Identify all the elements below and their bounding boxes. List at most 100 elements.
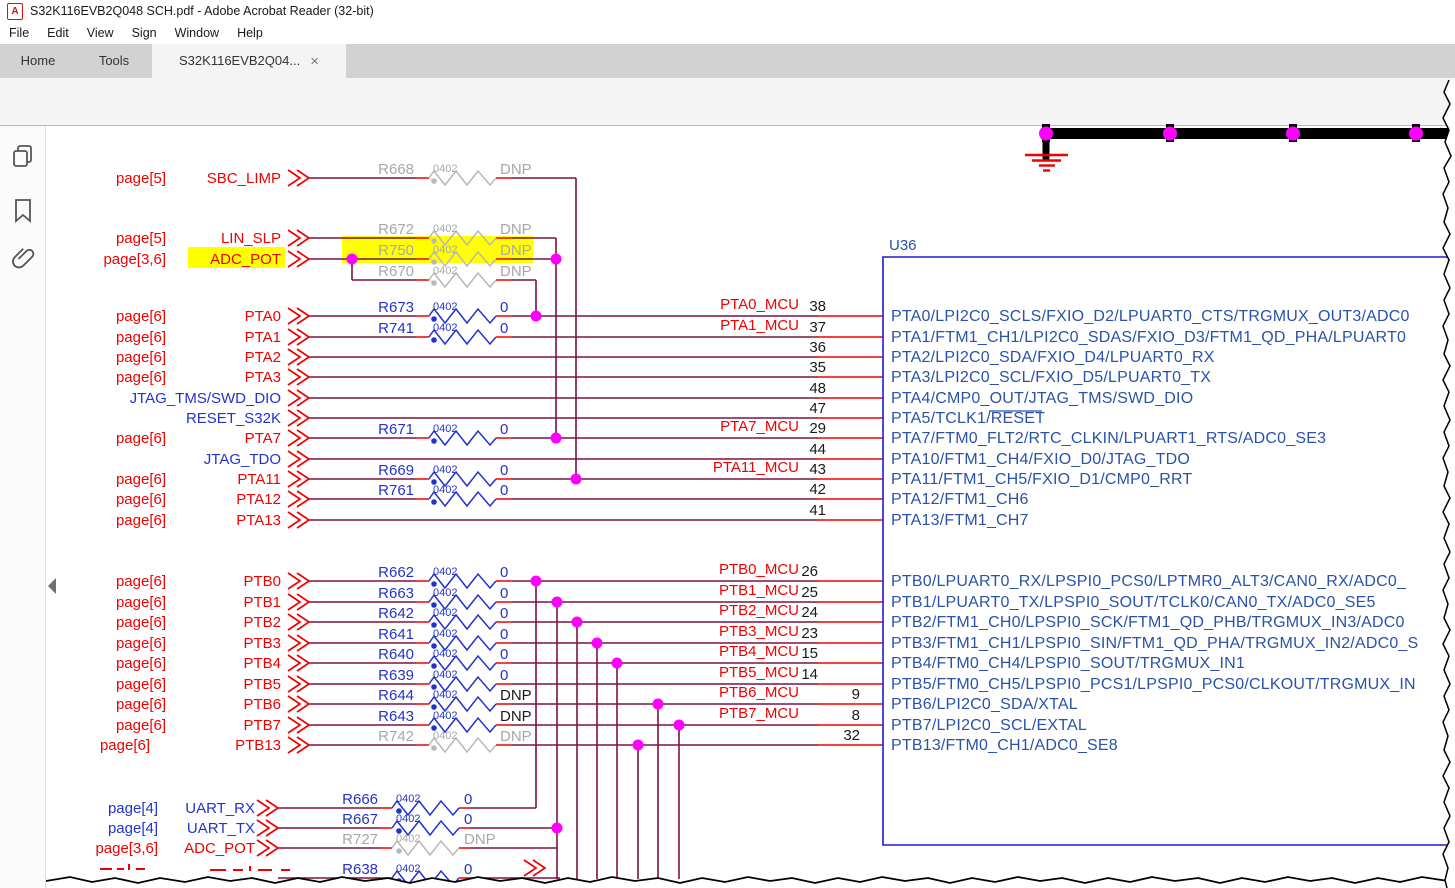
menu-view[interactable]: View bbox=[86, 26, 114, 40]
mcu-net: PTA11_MCU bbox=[713, 459, 799, 476]
refdes: R668 bbox=[378, 161, 414, 178]
page-tag: page[6] bbox=[116, 676, 166, 693]
attachments-icon[interactable] bbox=[12, 244, 36, 270]
net-name: PTB7 bbox=[243, 717, 281, 734]
pin-number: 32 bbox=[843, 727, 860, 744]
refdes: R644 bbox=[378, 687, 414, 704]
refdes: R643 bbox=[378, 708, 414, 725]
pin-number: 37 bbox=[809, 319, 826, 336]
tab-document[interactable]: S32K116EVB2Q04... × bbox=[152, 44, 346, 78]
value: 0 bbox=[500, 421, 508, 438]
page-tag: page[5] bbox=[116, 170, 166, 187]
page-tag: page[5] bbox=[116, 230, 166, 247]
page-tag: page[6] bbox=[116, 573, 166, 590]
mcu-net: PTB5_MCU bbox=[719, 664, 799, 681]
pin-function: PTB5/FTM0_CH5/LPSPI0_PCS1/LPSPI0_PCS0/CL… bbox=[891, 676, 1416, 693]
footprint: 0402 bbox=[433, 265, 457, 277]
value: 0 bbox=[500, 462, 508, 479]
resistor-labels: R668 0402 DNP R672 0402 DNP R750 0402 DNP R670… bbox=[342, 161, 532, 878]
pdf-page-canvas[interactable]: U36 page[5] SBC_LIMP page[5] LIN_SLP page[… bbox=[46, 78, 1455, 888]
value: DNP bbox=[500, 728, 532, 745]
refdes: R641 bbox=[378, 626, 414, 643]
value: DNP bbox=[500, 242, 532, 259]
component-refdes: U36 bbox=[889, 237, 917, 254]
bookmarks-icon[interactable] bbox=[12, 198, 34, 224]
pin-number: 25 bbox=[801, 584, 818, 601]
page-tag: page[3,6] bbox=[95, 840, 158, 857]
page-tag: page[6] bbox=[116, 471, 166, 488]
pin-function: PTA13/FTM1_CH7 bbox=[891, 512, 1029, 529]
torn-edge-bottom bbox=[46, 876, 1455, 888]
pin-number: 23 bbox=[801, 625, 818, 642]
page-tag: page[6] bbox=[116, 349, 166, 366]
pin-number: 41 bbox=[809, 502, 826, 519]
tab-tools[interactable]: Tools bbox=[98, 53, 130, 68]
tab-bar: Home Tools S32K116EVB2Q04... × bbox=[0, 44, 1455, 78]
mcu-net: PTA1_MCU bbox=[720, 317, 799, 334]
net-name: LIN_SLP bbox=[221, 230, 281, 247]
refdes: R673 bbox=[378, 299, 414, 316]
refdes: R761 bbox=[378, 482, 414, 499]
net-name: UART_RX bbox=[185, 800, 255, 817]
net-name: PTA1 bbox=[245, 329, 281, 346]
refdes: R662 bbox=[378, 564, 414, 581]
menu-window[interactable]: Window bbox=[174, 26, 220, 40]
torn-edge-right bbox=[1442, 79, 1455, 888]
pin-number: 47 bbox=[809, 400, 826, 417]
clipped-text-fragments bbox=[100, 864, 290, 871]
page-tag: page[6] bbox=[116, 512, 166, 529]
pin-function: PTA1/FTM1_CH1/LPI2C0_SDAS/FXIO_D3/FTM1_Q… bbox=[891, 329, 1406, 346]
refdes: R666 bbox=[342, 791, 378, 808]
pin-function: PTB4/FTM0_CH4/LPSPI0_SOUT/TRGMUX_IN1 bbox=[891, 655, 1245, 672]
menu-edit[interactable]: Edit bbox=[47, 26, 69, 40]
page-tag: page[6] bbox=[116, 594, 166, 611]
net-name: ADC_POT bbox=[210, 251, 281, 268]
value: 0 bbox=[464, 811, 472, 828]
value: DNP bbox=[500, 161, 532, 178]
net-name: PTB2 bbox=[243, 614, 281, 631]
value: 0 bbox=[500, 482, 508, 499]
footprint: 0402 bbox=[396, 863, 420, 875]
component-outline-u36 bbox=[882, 256, 1452, 846]
refdes: R742 bbox=[378, 728, 414, 745]
page-tag: page[6] bbox=[116, 717, 166, 734]
net-labels: page[5] SBC_LIMP page[5] LIN_SLP page[3,6]… bbox=[95, 170, 281, 857]
pin-function: PTB3/FTM1_CH1/LPSPI0_SIN/FTM1_QD_PHA/TRG… bbox=[891, 635, 1418, 652]
pin-function: PTB1/LPUART0_TX/LPSPI0_SOUT/TCLK0/CAN0_T… bbox=[891, 594, 1376, 611]
ground-bus bbox=[1025, 124, 1455, 172]
pin-number: 43 bbox=[809, 461, 826, 478]
pin-function: PTA0/LPI2C0_SCLS/FXIO_D2/LPUART0_CTS/TRG… bbox=[891, 308, 1410, 325]
net-name: PTA0 bbox=[245, 308, 281, 325]
net-name: PTB1 bbox=[243, 594, 281, 611]
mcu-net: PTB3_MCU bbox=[719, 623, 799, 640]
pin-number: 42 bbox=[809, 481, 826, 498]
menu-sign[interactable]: Sign bbox=[131, 26, 157, 40]
tab-close-icon[interactable]: × bbox=[310, 52, 319, 70]
pin-function: PTB2/FTM1_CH0/LPSPI0_SCK/FTM1_QD_PHB/TRG… bbox=[891, 614, 1405, 631]
footprint: 0402 bbox=[396, 813, 420, 825]
footprint: 0402 bbox=[433, 648, 457, 660]
value: 0 bbox=[500, 320, 508, 337]
value: DNP bbox=[500, 263, 532, 280]
menu-file[interactable]: File bbox=[9, 26, 30, 40]
pin-numbers: 38 37 36 35 48 47 29 44 43 42 41 26 25 2… bbox=[801, 298, 860, 744]
value: DNP bbox=[500, 708, 532, 725]
pin-function: PTA11/FTM1_CH5/FXIO_D1/CMP0_RRT bbox=[891, 471, 1192, 488]
chip-pin-labels: PTA0/LPI2C0_SCLS/FXIO_D2/LPUART0_CTS/TRG… bbox=[891, 308, 1418, 754]
page-thumbnails-icon[interactable] bbox=[12, 144, 34, 168]
pin-number: 24 bbox=[801, 604, 818, 621]
pin-number: 35 bbox=[809, 359, 826, 376]
tab-document-label: S32K116EVB2Q04... bbox=[179, 53, 301, 68]
pin-number: 36 bbox=[809, 339, 826, 356]
menu-bar: File Edit View Sign Window Help bbox=[0, 22, 1455, 44]
tab-home[interactable]: Home bbox=[20, 53, 56, 68]
refdes: R671 bbox=[378, 421, 414, 438]
refdes: R669 bbox=[378, 462, 414, 479]
refdes: R642 bbox=[378, 605, 414, 622]
pin-number: 9 bbox=[852, 686, 860, 703]
mcu-net: PTA0_MCU bbox=[720, 296, 799, 313]
net-name: ADC_POT bbox=[184, 840, 255, 857]
pane-collapse-icon[interactable] bbox=[48, 578, 56, 594]
menu-help[interactable]: Help bbox=[237, 26, 263, 40]
page-tag: page[6] bbox=[116, 491, 166, 508]
